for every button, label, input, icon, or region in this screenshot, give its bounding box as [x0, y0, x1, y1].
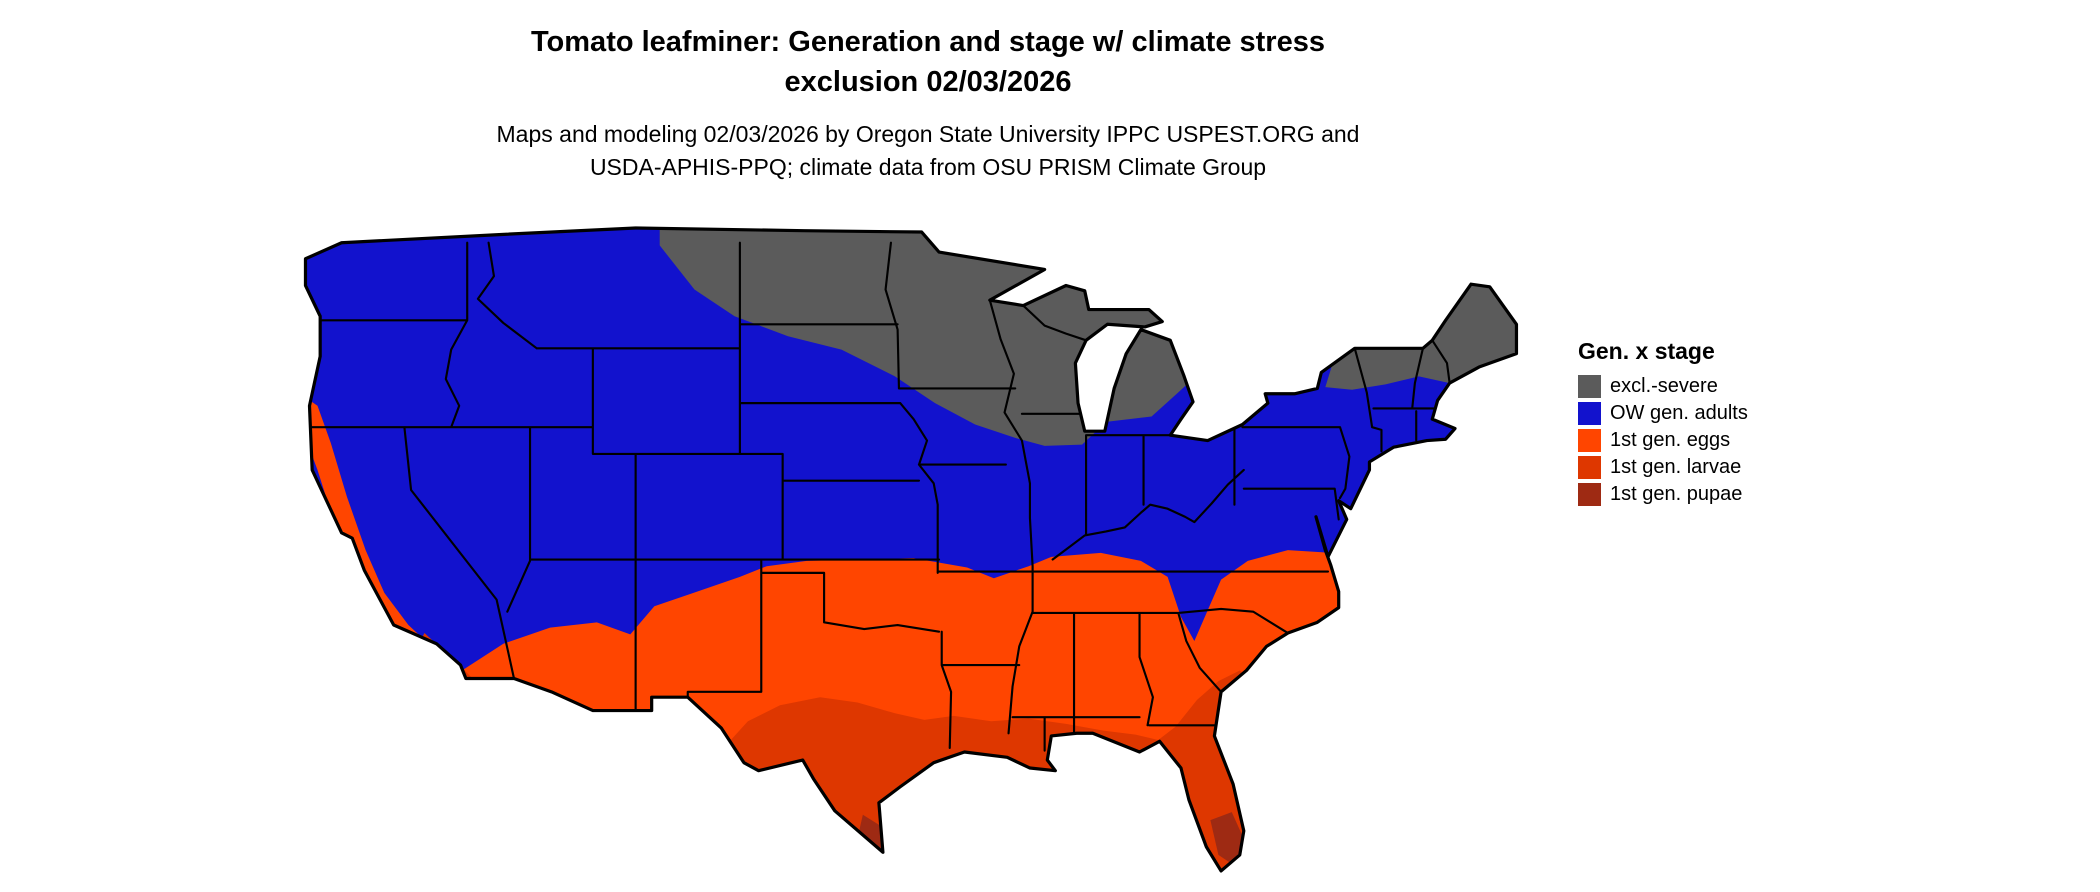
- map-subtitle: Maps and modeling 02/03/2026 by Oregon S…: [0, 118, 1856, 184]
- legend-label: 1st gen. larvae: [1610, 456, 1742, 478]
- legend-label: 1st gen. eggs: [1610, 429, 1731, 451]
- legend-swatch-1st-gen-larvae: [1578, 456, 1601, 479]
- legend-item: 1st gen. larvae: [1578, 456, 1748, 479]
- legend-swatch-1st-gen-pupae: [1578, 483, 1601, 506]
- region-excl-severe-northeast: [1325, 284, 1517, 390]
- region-1st-gen-pupae-florida: [1210, 812, 1244, 866]
- map-title: Tomato leafminer: Generation and stage w…: [0, 22, 1856, 102]
- us-map-svg: [303, 226, 1519, 873]
- legend-item: OW gen. adults: [1578, 402, 1748, 425]
- map-subtitle-line1: Maps and modeling 02/03/2026 by Oregon S…: [496, 121, 1360, 147]
- legend-swatch-excl-severe: [1578, 375, 1601, 398]
- legend-item: 1st gen. eggs: [1578, 429, 1748, 452]
- legend-label: excl.-severe: [1610, 375, 1718, 397]
- legend: Gen. x stage excl.-severe OW gen. adults…: [1578, 338, 1748, 510]
- legend-item: 1st gen. pupae: [1578, 483, 1748, 506]
- legend-label: OW gen. adults: [1610, 402, 1748, 424]
- map-subtitle-line2: USDA-APHIS-PPQ; climate data from OSU PR…: [589, 154, 1267, 180]
- map-title-line1: Tomato leafminer: Generation and stage w…: [531, 26, 1325, 58]
- legend-label: 1st gen. pupae: [1610, 483, 1743, 505]
- us-map: [296, 216, 1546, 891]
- legend-title: Gen. x stage: [1578, 338, 1715, 364]
- legend-swatch-ow-gen-adults: [1578, 402, 1601, 425]
- state-borders: [305, 241, 1451, 752]
- us-outline: [303, 226, 1519, 873]
- legend-item: excl.-severe: [1578, 375, 1748, 398]
- region-1st-gen-pupae-texas: [858, 814, 885, 853]
- map-title-line2: exclusion 02/03/2026: [784, 66, 1072, 98]
- legend-swatch-1st-gen-eggs: [1578, 429, 1601, 452]
